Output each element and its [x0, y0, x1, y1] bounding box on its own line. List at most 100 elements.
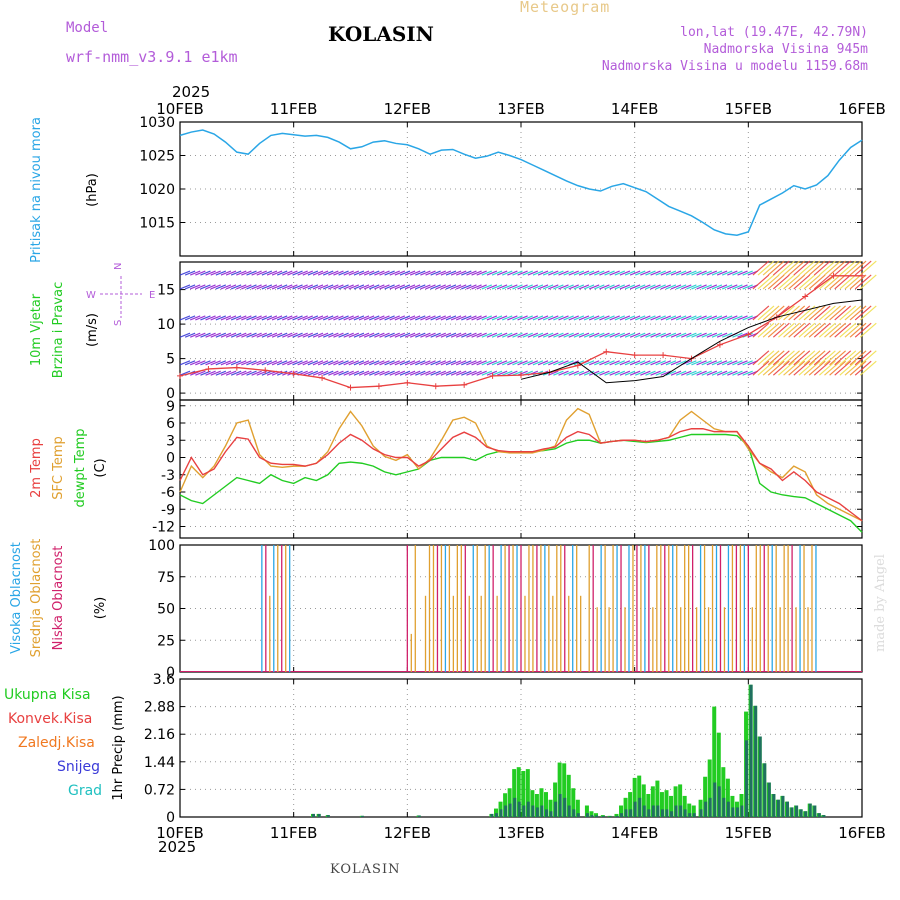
wind-barb	[737, 270, 748, 276]
wind-speed-marker	[859, 272, 865, 279]
precip-snow-bar	[549, 811, 553, 817]
wind-barb	[507, 270, 518, 276]
wind-barb	[230, 360, 242, 366]
wind-barb	[261, 270, 273, 276]
wind-barb	[455, 360, 467, 366]
wind-barb	[486, 270, 498, 276]
y-tick-label: 10	[157, 317, 175, 333]
wind-barb	[844, 260, 862, 276]
y-tick-label: 0	[166, 665, 175, 681]
wind-speed-marker	[205, 365, 212, 372]
wind-barb	[486, 360, 498, 366]
cloud-bars	[180, 545, 862, 672]
wind-barb	[783, 274, 800, 290]
wind-barb	[635, 284, 646, 290]
precip-snow-bar	[595, 815, 599, 817]
wind-barb	[711, 315, 723, 321]
wind-barb	[624, 270, 636, 276]
wind-barb	[660, 284, 672, 290]
wind-barb	[813, 322, 831, 338]
wind-barb	[711, 370, 723, 376]
precip-snow-bar	[638, 797, 642, 817]
wind-barb	[287, 332, 298, 338]
wind-barb	[742, 370, 753, 376]
wind-barb	[491, 360, 503, 366]
wind-barb	[450, 284, 462, 290]
wind-barb	[578, 284, 590, 290]
wind-barb	[599, 370, 610, 376]
precip-snow-bar	[508, 803, 512, 817]
wind-barb	[394, 270, 406, 276]
wind-barb	[757, 322, 775, 338]
precip-snow-bar	[699, 809, 703, 817]
station-elevation: Nadmorska Visina 945m	[703, 42, 868, 57]
wind-barb	[604, 332, 615, 338]
y-tick-label: 1.44	[144, 755, 175, 771]
wind-speed-marker	[745, 331, 752, 338]
wind-barb	[721, 332, 733, 338]
wind-barb	[859, 274, 877, 290]
wind-barb	[399, 284, 411, 290]
wind-barb	[716, 332, 728, 338]
precip-snow-bar	[317, 813, 321, 817]
wind-barb	[512, 360, 523, 366]
wind-barb	[282, 332, 293, 338]
wind-barb	[230, 270, 242, 276]
y-tick-label: -12	[152, 520, 175, 536]
wind-barb	[322, 360, 334, 366]
wind-barb	[502, 315, 513, 321]
wind-barb	[379, 370, 390, 376]
wind-barb	[486, 332, 498, 338]
wind-barb	[282, 284, 293, 290]
wind-barb	[788, 274, 806, 290]
precip-total-bar	[682, 795, 687, 817]
wind-barb	[798, 274, 816, 290]
wind-barb	[706, 284, 718, 290]
wind-barb	[271, 360, 283, 366]
wind-barb	[706, 370, 718, 376]
wind-barb	[527, 360, 539, 366]
wind-barb	[517, 332, 528, 338]
wind-barb	[650, 284, 661, 290]
wind-barb	[522, 270, 533, 276]
wind-barb	[420, 270, 431, 276]
wind-barb	[241, 315, 252, 321]
wind-barb	[502, 360, 513, 366]
wind-barb	[517, 360, 528, 366]
wind-barb	[548, 284, 559, 290]
wind-barb	[660, 270, 672, 276]
wind-barb	[701, 370, 712, 376]
wind-barb	[558, 370, 569, 376]
wind-barb	[358, 360, 370, 366]
wind-barb	[496, 315, 508, 321]
wind-barb	[588, 315, 600, 321]
wind-barb	[461, 370, 472, 376]
wind-barb	[629, 370, 641, 376]
wind-barb	[435, 360, 446, 366]
date-label-bottom: 16FEB	[838, 824, 885, 842]
wind-barb	[813, 350, 831, 366]
wind-barb	[854, 322, 872, 338]
wind-barb	[599, 360, 610, 366]
wind-barb	[834, 350, 852, 366]
wind-barb	[783, 322, 800, 338]
wind-barb	[251, 370, 262, 376]
wind-barb	[420, 332, 431, 338]
precip-total-bar	[716, 732, 721, 817]
wind-barb	[645, 332, 656, 338]
wind-barb	[302, 284, 313, 290]
precip-snow-bar	[735, 807, 739, 817]
wind-barb	[624, 370, 636, 376]
precip-legend-2: Zaledj.Kisa	[18, 735, 95, 751]
model-label: Model	[66, 20, 109, 36]
wind-barb	[205, 315, 216, 321]
wind-barb	[844, 360, 862, 376]
wind-barb	[230, 332, 242, 338]
wind-barb	[246, 284, 257, 290]
wind-barb	[241, 270, 252, 276]
wind-barb	[706, 360, 718, 366]
wind-barb	[481, 315, 493, 321]
wind-barb	[220, 315, 232, 321]
wind-barb	[681, 284, 692, 290]
y-tick-label: 6	[166, 416, 175, 432]
